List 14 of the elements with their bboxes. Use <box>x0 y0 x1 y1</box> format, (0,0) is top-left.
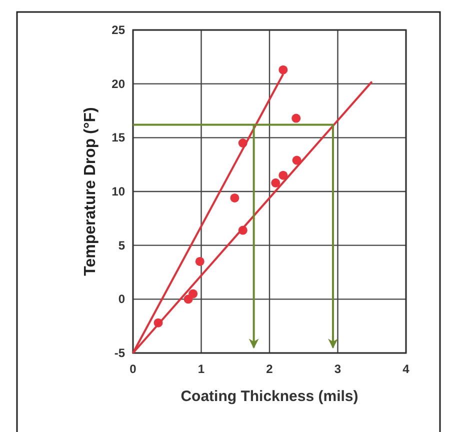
y-tick-label: 10 <box>112 184 126 198</box>
y-axis-title: Temperature Drop (°F) <box>82 107 99 276</box>
y-tick-label: 20 <box>112 76 126 91</box>
x-tick-label: 1 <box>198 362 205 376</box>
y-tick-label: 25 <box>112 23 126 37</box>
x-tick-label: 2 <box>266 362 274 376</box>
y-tick-label: 0 <box>118 292 126 306</box>
y-tick-label: 15 <box>112 130 126 145</box>
x-tick-label: 3 <box>334 362 342 376</box>
x-axis-title: Coating Thickness (mils) <box>180 388 358 405</box>
x-tick-label: 0 <box>130 362 137 376</box>
y-tick-label: 5 <box>118 238 126 252</box>
y-tick-label: -5 <box>114 346 126 360</box>
x-tick-label: 4 <box>402 362 410 376</box>
